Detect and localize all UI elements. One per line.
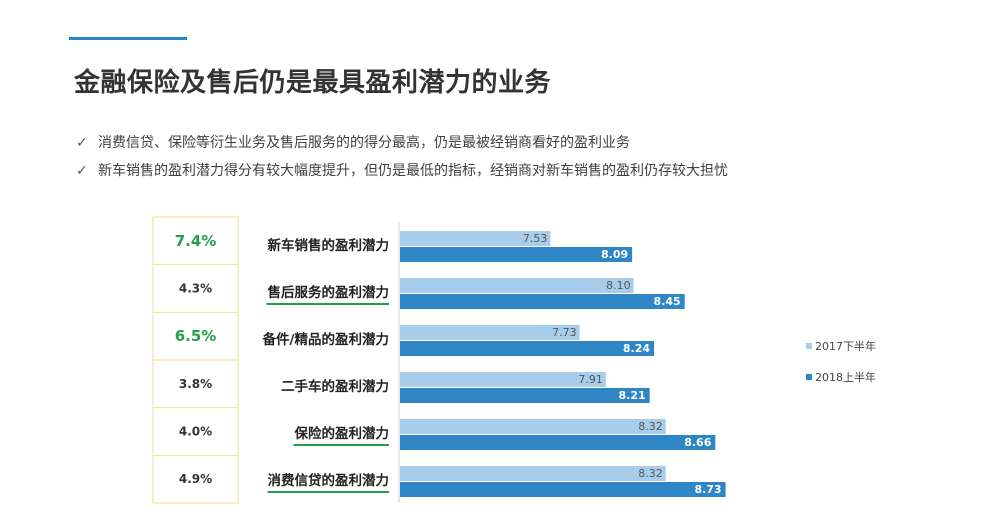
bar-2018 (400, 341, 655, 356)
bullet-list: ✓ 消费信贷、保险等衍生业务及售后服务的的得分最高，仍是最被经销商看好的盈利业务 … (76, 131, 728, 187)
growth-value: 4.9% (179, 472, 212, 486)
check-icon: ✓ (76, 163, 88, 179)
check-icon: ✓ (76, 135, 88, 151)
data-label-2018: 8.73 (694, 483, 721, 496)
growth-value: 7.4% (175, 232, 217, 250)
data-label-2018: 8.66 (684, 436, 711, 449)
bullet-item: ✓ 新车销售的盈利潜力得分有较大幅度提升，但仍是最低的指标，经销商对新车销售的盈利… (76, 159, 728, 187)
bar-2018 (400, 247, 633, 262)
bullet-item: ✓ 消费信贷、保险等衍生业务及售后服务的的得分最高，仍是最被经销商看好的盈利业务 (76, 131, 728, 159)
legend-label-2017: 2017下半年 (815, 339, 876, 353)
bullet-text: 新车销售的盈利潜力得分有较大幅度提升，但仍是最低的指标，经销商对新车销售的盈利仍… (98, 163, 728, 179)
bar-2018 (400, 294, 685, 309)
legend-label-2018: 2018上半年 (815, 370, 876, 384)
bar-2017 (400, 466, 666, 481)
bar-2018 (400, 482, 726, 497)
category-label: 二手车的盈利潜力 (281, 378, 389, 395)
bar-2017 (400, 278, 634, 293)
category-label: 售后服务的盈利潜力 (267, 284, 390, 301)
data-label-2018: 8.09 (601, 248, 628, 261)
bar-2017 (400, 325, 580, 340)
legend-swatch-2018 (806, 374, 812, 380)
data-label-2017: 7.91 (578, 373, 603, 386)
data-label-2017: 7.73 (552, 326, 577, 339)
growth-value: 4.0% (179, 425, 212, 439)
bullet-text: 消费信贷、保险等衍生业务及售后服务的的得分最高，仍是最被经销商看好的盈利业务 (98, 135, 630, 151)
growth-value: 4.3% (179, 282, 212, 296)
category-label: 新车销售的盈利潜力 (268, 237, 390, 254)
bar-2017 (400, 419, 666, 434)
page-title: 金融保险及售后仍是最具盈利潜力的业务 (74, 68, 552, 98)
data-label-2017: 7.53 (523, 232, 548, 245)
title-accent-rule (69, 37, 187, 40)
data-label-2017: 8.32 (638, 420, 663, 433)
bar-2017 (400, 372, 606, 387)
bar-2017 (400, 231, 551, 246)
category-label: 保险的盈利潜力 (294, 425, 390, 442)
growth-value: 3.8% (179, 377, 212, 391)
bar-2018 (400, 388, 650, 403)
bar-2018 (400, 435, 716, 450)
data-label-2017: 8.10 (606, 279, 631, 292)
category-label: 消费信贷的盈利潜力 (268, 472, 390, 489)
data-label-2018: 8.21 (619, 389, 646, 402)
data-label-2017: 8.32 (638, 467, 663, 480)
legend-swatch-2017 (806, 343, 812, 349)
data-label-2018: 8.45 (654, 295, 681, 308)
data-label-2018: 8.24 (623, 342, 650, 355)
category-label: 备件/精品的盈利潜力 (262, 331, 389, 348)
growth-value: 6.5% (175, 327, 217, 345)
